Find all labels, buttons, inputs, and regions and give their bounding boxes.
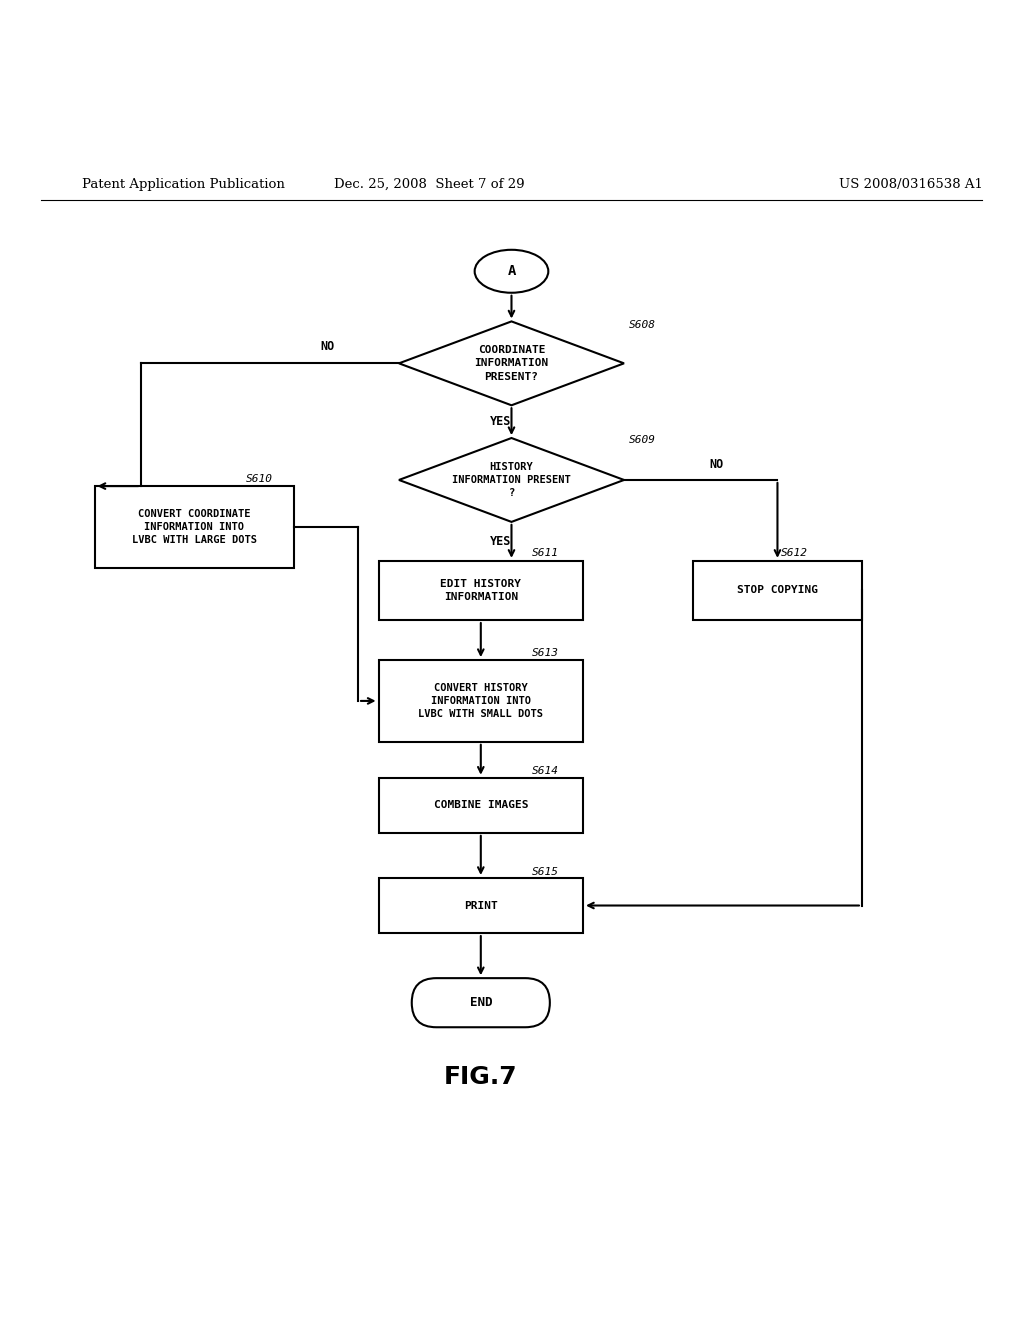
Text: NO: NO bbox=[321, 341, 335, 354]
Text: S614: S614 bbox=[531, 766, 559, 776]
Text: STOP COPYING: STOP COPYING bbox=[737, 586, 818, 595]
Text: COORDINATE
INFORMATION
PRESENT?: COORDINATE INFORMATION PRESENT? bbox=[474, 345, 549, 381]
Text: Dec. 25, 2008  Sheet 7 of 29: Dec. 25, 2008 Sheet 7 of 29 bbox=[335, 178, 525, 191]
Text: S608: S608 bbox=[629, 319, 656, 330]
Text: S610: S610 bbox=[246, 474, 272, 484]
Text: YES: YES bbox=[490, 535, 511, 548]
Text: S615: S615 bbox=[531, 867, 559, 876]
Text: CONVERT COORDINATE
INFORMATION INTO
LVBC WITH LARGE DOTS: CONVERT COORDINATE INFORMATION INTO LVBC… bbox=[132, 508, 257, 545]
Text: HISTORY
INFORMATION PRESENT
?: HISTORY INFORMATION PRESENT ? bbox=[453, 462, 570, 498]
Text: NO: NO bbox=[709, 458, 723, 471]
Text: S613: S613 bbox=[531, 648, 559, 657]
Text: FIG.7: FIG.7 bbox=[444, 1065, 517, 1089]
Text: S609: S609 bbox=[629, 436, 656, 445]
Text: EDIT HISTORY
INFORMATION: EDIT HISTORY INFORMATION bbox=[440, 579, 521, 602]
Text: US 2008/0316538 A1: US 2008/0316538 A1 bbox=[839, 178, 983, 191]
Text: END: END bbox=[470, 997, 493, 1010]
Text: CONVERT HISTORY
INFORMATION INTO
LVBC WITH SMALL DOTS: CONVERT HISTORY INFORMATION INTO LVBC WI… bbox=[418, 682, 544, 719]
Text: S611: S611 bbox=[531, 548, 559, 558]
Text: COMBINE IMAGES: COMBINE IMAGES bbox=[433, 800, 528, 810]
Text: Patent Application Publication: Patent Application Publication bbox=[82, 178, 285, 191]
Text: YES: YES bbox=[490, 416, 511, 428]
Text: PRINT: PRINT bbox=[464, 900, 498, 911]
Text: S612: S612 bbox=[780, 548, 808, 558]
Text: A: A bbox=[507, 264, 516, 279]
